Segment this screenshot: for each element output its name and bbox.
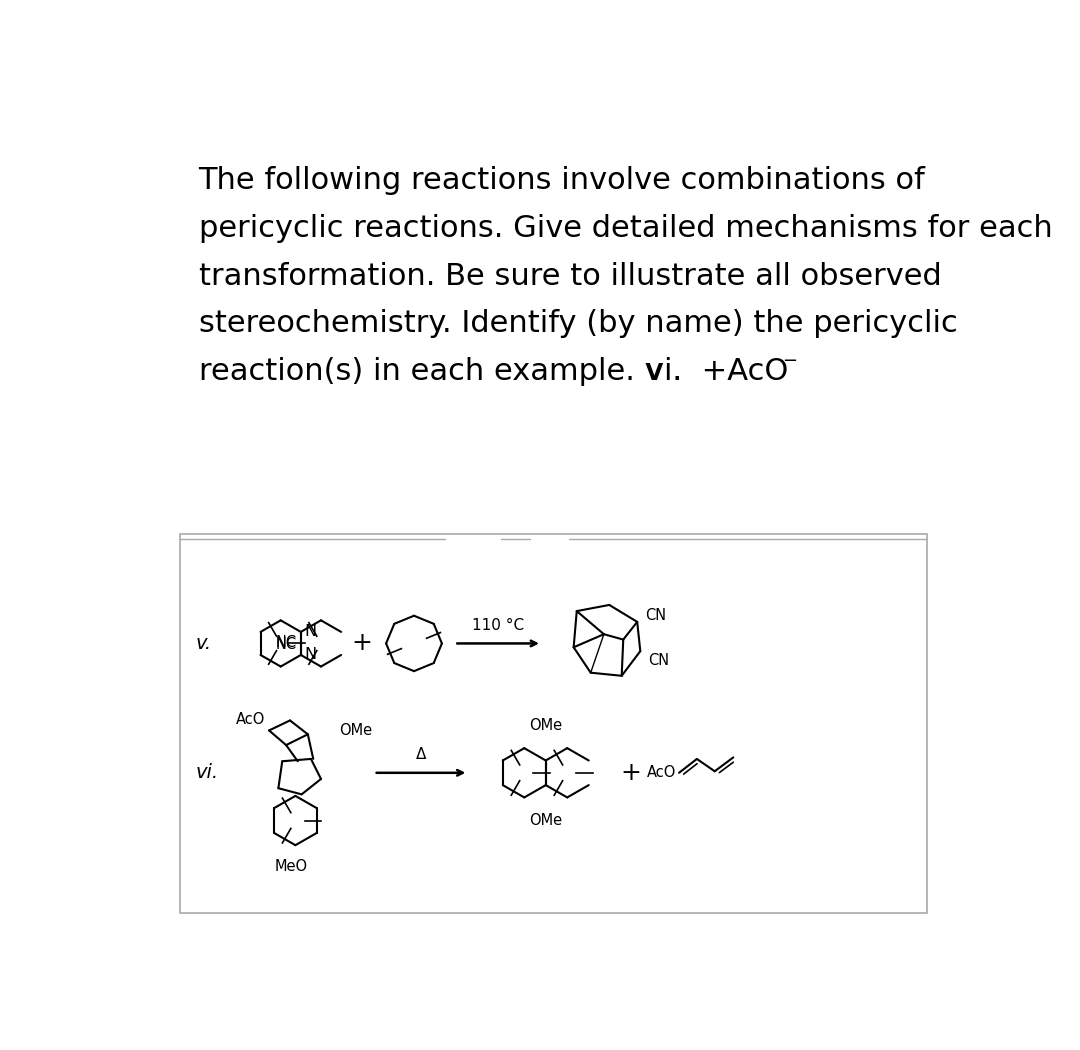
Text: vi.: vi. bbox=[195, 763, 218, 782]
Text: 110 °C: 110 °C bbox=[472, 617, 524, 633]
Text: Δ: Δ bbox=[416, 747, 427, 762]
Text: v.: v. bbox=[195, 634, 212, 653]
Text: reaction(s) in each example. v .: reaction(s) in each example. v . bbox=[199, 357, 681, 386]
Text: NC: NC bbox=[275, 635, 297, 650]
Text: MeO: MeO bbox=[275, 859, 308, 874]
Text: NC: NC bbox=[275, 637, 297, 652]
Text: vi.  +AcO: vi. +AcO bbox=[647, 357, 788, 386]
Text: AcO: AcO bbox=[235, 712, 266, 727]
Text: stereochemistry. Identify (by name) the pericyclic: stereochemistry. Identify (by name) the … bbox=[199, 310, 957, 338]
Bar bbox=[180, 534, 927, 912]
Text: The following reactions involve combinations of: The following reactions involve combinat… bbox=[199, 166, 926, 195]
Text: CN: CN bbox=[645, 608, 666, 624]
Text: AcO: AcO bbox=[647, 765, 676, 780]
Text: transformation. Be sure to illustrate all observed: transformation. Be sure to illustrate al… bbox=[199, 261, 942, 291]
Text: OMe: OMe bbox=[529, 718, 563, 733]
Text: +: + bbox=[352, 631, 373, 655]
Text: CN: CN bbox=[648, 653, 670, 668]
Text: +: + bbox=[621, 761, 642, 784]
Text: N: N bbox=[305, 648, 316, 663]
Text: N: N bbox=[305, 625, 316, 639]
Text: OMe: OMe bbox=[339, 723, 372, 738]
Text: pericyclic reactions. Give detailed mechanisms for each: pericyclic reactions. Give detailed mech… bbox=[199, 214, 1052, 243]
Text: OMe: OMe bbox=[529, 813, 563, 827]
Text: −: − bbox=[782, 353, 797, 371]
